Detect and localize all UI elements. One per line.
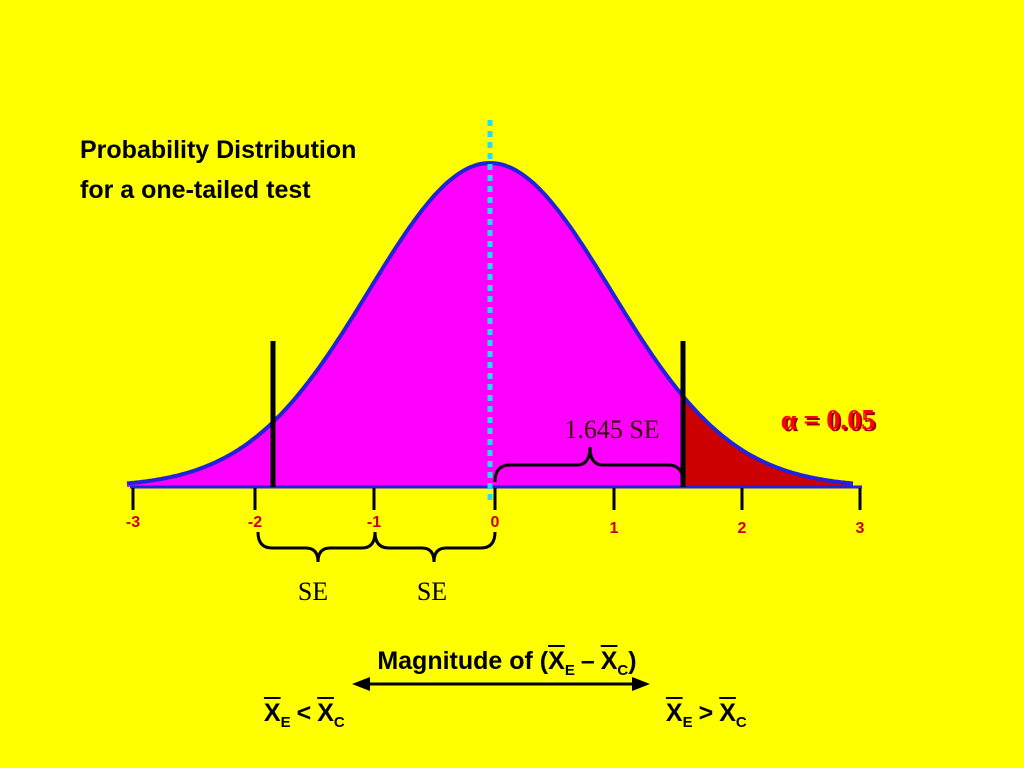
subscript: C [735, 714, 747, 731]
title-line: for a one-tailed test [80, 176, 311, 204]
critical-label: 1.645 SE [564, 415, 659, 444]
brace [493, 446, 685, 483]
symbol: X [665, 699, 683, 727]
tick-label: -3 [126, 514, 140, 531]
se-label: SE [417, 577, 447, 606]
subscript: C [617, 662, 629, 679]
symbol: X [317, 699, 334, 727]
curve-area [127, 163, 853, 487]
symbol: X [263, 699, 281, 727]
subscript: E [280, 714, 291, 731]
subscript: C [333, 714, 345, 731]
tick-label: -2 [248, 514, 262, 531]
right-end: XE > XC [652, 670, 747, 731]
operator: – [580, 647, 595, 675]
subscript: E [564, 662, 575, 679]
text: ) [628, 647, 637, 675]
tail-area [683, 396, 853, 487]
tick-label: 0 [491, 514, 500, 531]
subscript: E [682, 714, 693, 731]
symbol: X [600, 647, 618, 675]
operator: > [698, 699, 714, 727]
axis-title: Magnitude of (XE – XC) [0, 618, 1000, 679]
symbol: X [719, 699, 736, 727]
se-label: SE [298, 577, 328, 606]
tick-label: 1 [610, 520, 619, 537]
curve-outline [126, 160, 854, 486]
tick-label: 2 [738, 520, 747, 537]
text: Magnitude of ( [377, 647, 549, 675]
tick-label: 3 [856, 520, 865, 537]
title-line: Probability Distribution [80, 136, 356, 164]
alpha-shadow: α = 0.05 [783, 407, 878, 438]
operator: < [296, 699, 312, 727]
symbol: X [548, 647, 565, 675]
left-end: XE < XC [250, 670, 345, 731]
brace [256, 531, 377, 563]
brace [373, 531, 497, 563]
tick-label: -1 [367, 514, 381, 531]
alpha-label: α = 0.05 [781, 405, 876, 436]
